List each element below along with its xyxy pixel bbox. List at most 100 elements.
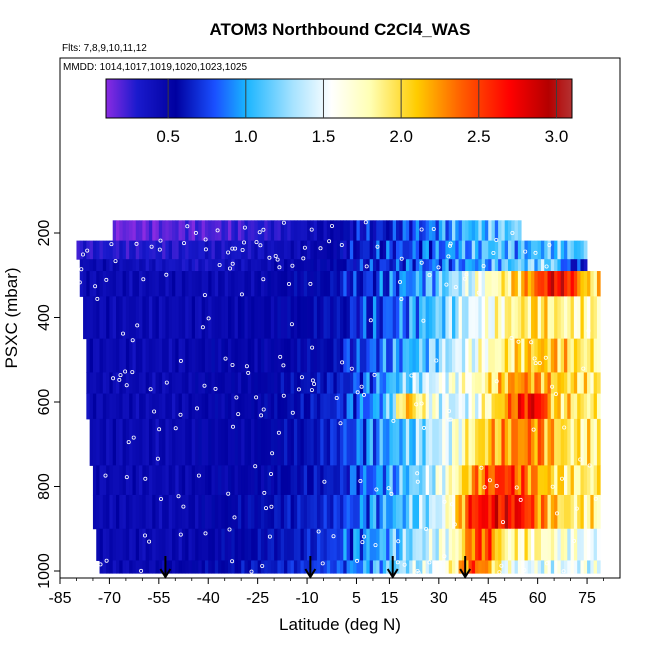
heatmap-cell xyxy=(234,372,239,395)
heatmap-cell xyxy=(211,393,216,420)
heatmap-cell xyxy=(316,494,321,530)
heatmap-cell xyxy=(560,240,565,260)
heatmap-cell xyxy=(409,271,413,297)
heatmap-cell xyxy=(260,296,265,340)
heatmap-cell xyxy=(122,338,127,373)
heatmap-cell xyxy=(382,271,387,297)
heatmap-cell xyxy=(228,240,232,260)
heatmap-cell xyxy=(257,393,262,420)
heatmap-cell xyxy=(211,418,216,466)
heatmap-cell xyxy=(583,240,588,260)
heatmap-cell xyxy=(303,220,308,242)
heatmap-cell xyxy=(96,338,100,373)
heatmap-cell xyxy=(92,418,97,466)
heatmap-cell xyxy=(564,560,568,574)
heatmap-cell xyxy=(86,271,91,297)
heatmap-cell xyxy=(435,259,440,272)
heatmap-cell xyxy=(402,528,407,561)
heatmap-cell xyxy=(475,393,479,420)
sample-marker xyxy=(372,372,377,377)
heatmap-cell xyxy=(158,338,163,373)
heatmap-cell xyxy=(330,494,334,530)
heatmap-cell xyxy=(484,372,489,395)
heatmap-cell xyxy=(204,393,209,420)
heatmap-cell xyxy=(135,393,140,420)
heatmap-cell xyxy=(234,528,239,561)
heatmap-cell xyxy=(96,372,100,395)
heatmap-cell xyxy=(129,465,133,496)
heatmap-cell xyxy=(372,465,377,496)
sample-marker xyxy=(215,228,220,233)
heatmap-cell xyxy=(405,271,410,297)
heatmap-cell xyxy=(494,296,499,340)
heatmap-cell xyxy=(524,465,529,496)
heatmap-cell xyxy=(284,560,288,574)
heatmap-cell xyxy=(372,393,377,420)
heatmap-cell xyxy=(583,465,588,496)
heatmap-cell xyxy=(567,271,571,297)
heatmap-cell xyxy=(527,296,532,340)
heatmap-cell xyxy=(274,528,278,561)
heatmap-cell xyxy=(237,393,242,420)
heatmap-cell xyxy=(353,560,357,574)
heatmap-cell xyxy=(438,271,443,297)
heatmap-cell xyxy=(139,418,143,466)
heatmap-cell xyxy=(106,418,110,466)
heatmap-cell xyxy=(491,393,496,420)
heatmap-cell xyxy=(349,418,354,466)
heatmap-cell xyxy=(208,465,212,496)
heatmap-cell xyxy=(323,528,328,561)
heatmap-cell xyxy=(402,259,407,272)
heatmap-cell xyxy=(293,418,298,466)
sample-marker xyxy=(537,360,542,365)
heatmap-cell xyxy=(567,418,571,466)
heatmap-cell xyxy=(112,494,117,530)
heatmap-cell xyxy=(573,465,578,496)
heatmap-cell xyxy=(534,465,539,496)
heatmap-cell xyxy=(125,240,130,260)
heatmap-cell xyxy=(514,220,519,242)
x-tick-label: -85 xyxy=(48,590,71,607)
heatmap-cell xyxy=(89,271,94,297)
heatmap-cell xyxy=(122,240,127,260)
heatmap-cell xyxy=(307,494,311,530)
heatmap-cell xyxy=(494,418,499,466)
heatmap-cell xyxy=(129,418,133,466)
heatmap-cell xyxy=(468,240,473,260)
sample-marker xyxy=(277,265,282,270)
sample-marker xyxy=(448,241,453,246)
heatmap-cell xyxy=(481,372,486,395)
sample-marker xyxy=(262,490,267,495)
heatmap-cell xyxy=(504,528,509,561)
heatmap-cell xyxy=(438,494,443,530)
heatmap-cell xyxy=(326,465,331,496)
heatmap-cell xyxy=(583,296,588,340)
heatmap-cell xyxy=(116,528,120,561)
heatmap-cell xyxy=(445,393,450,420)
heatmap-cell xyxy=(237,465,242,496)
x-tick-label: 30 xyxy=(430,590,448,607)
heatmap-cell xyxy=(488,240,492,260)
heatmap-cell xyxy=(425,465,430,496)
heatmap-cell xyxy=(116,296,120,340)
sample-marker xyxy=(373,543,378,548)
sample-marker xyxy=(176,494,181,499)
sample-marker xyxy=(494,483,499,488)
heatmap-cell xyxy=(254,372,259,395)
heatmap-cell xyxy=(221,372,226,395)
sample-marker xyxy=(431,226,436,231)
heatmap-cell xyxy=(178,296,183,340)
heatmap-cell xyxy=(307,220,311,242)
heatmap-cell xyxy=(428,296,433,340)
heatmap-cell xyxy=(132,393,137,420)
heatmap-cell xyxy=(247,494,252,530)
heatmap-cell xyxy=(297,338,301,373)
heatmap-cell xyxy=(181,240,186,260)
heatmap-cell xyxy=(142,494,147,530)
heatmap-cell xyxy=(231,220,235,242)
heatmap-cell xyxy=(188,271,193,297)
heatmap-cell xyxy=(280,240,285,260)
heatmap-cell xyxy=(442,240,446,260)
heatmap-cell xyxy=(366,220,371,242)
sample-marker xyxy=(254,395,259,400)
